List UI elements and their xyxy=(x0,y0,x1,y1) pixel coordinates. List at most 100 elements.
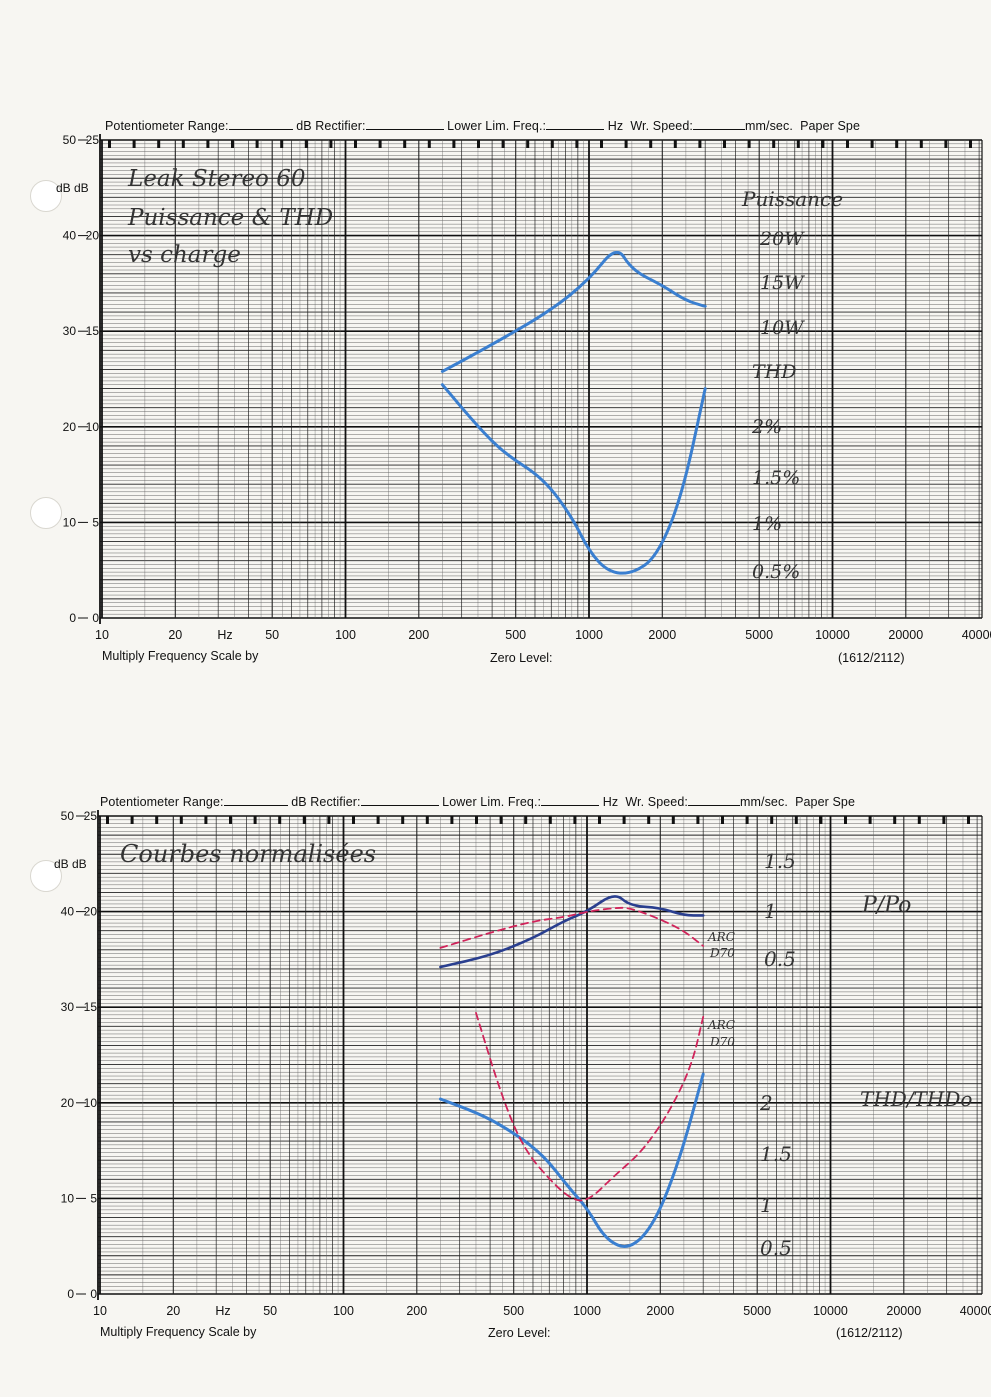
top-tick-mark xyxy=(108,140,111,148)
x-tick-label: 100 xyxy=(335,628,356,642)
x-tick-label: 10000 xyxy=(815,628,850,642)
top-tick-mark xyxy=(548,816,552,824)
x-tick-label: 500 xyxy=(503,1304,524,1318)
series-line-p-po-arc xyxy=(439,906,705,949)
top-tick-mark xyxy=(846,140,849,148)
top-tick-mark xyxy=(942,816,946,824)
annotation-d70: D70 xyxy=(709,946,735,960)
top-tick-mark xyxy=(647,816,651,824)
x-tick-label: 50 xyxy=(265,628,279,642)
x-tick-label: 20 xyxy=(168,628,182,642)
top-tick-mark xyxy=(304,140,308,148)
top-tick-mark xyxy=(229,816,232,824)
header-db: dB xyxy=(296,119,312,133)
y-tick-outer: 0 xyxy=(67,1287,74,1301)
top-tick-mark xyxy=(844,816,847,824)
top-tick-mark xyxy=(179,816,183,824)
top-tick-mark xyxy=(280,140,284,148)
top-tick-mark xyxy=(821,140,825,148)
right-thd-label: 0.5% xyxy=(752,561,800,583)
y-tick-outer: 30 xyxy=(63,324,77,338)
top-tick-mark xyxy=(378,140,382,148)
chart-title-line: Leak Stereo 60 xyxy=(127,166,306,192)
y-tick-outer: 40 xyxy=(63,229,77,243)
punch-hole xyxy=(30,860,62,892)
y-tick-inner: 10 xyxy=(86,420,100,434)
x-tick-label: 20000 xyxy=(886,1304,921,1318)
header-potentiometer: Potentiometer Range: xyxy=(105,119,229,133)
top-tick-mark xyxy=(376,816,380,824)
punch-hole xyxy=(30,180,62,212)
top-tick-mark xyxy=(696,816,700,824)
top-tick-mark xyxy=(354,140,357,148)
top-tick-mark xyxy=(895,140,899,148)
annotation-arc: ARC xyxy=(707,1018,735,1032)
right-thd-label: 1.5 xyxy=(760,1142,792,1166)
series-line-puissance xyxy=(440,250,707,373)
footer-multiply: Multiply Frequency Scale by xyxy=(102,649,259,663)
top-tick-mark xyxy=(671,816,675,824)
y-tick-outer: 10 xyxy=(63,515,77,529)
top-tick-mark xyxy=(624,140,628,148)
header-lower-lim: Lower Lim. Freq.: xyxy=(442,795,542,809)
annotation-arc: ARC xyxy=(707,930,735,944)
x-hz-label: Hz xyxy=(217,628,232,642)
x-tick-label: 100 xyxy=(333,1304,354,1318)
y-tick-outer: 40 xyxy=(61,905,75,919)
top-tick-mark xyxy=(526,140,530,148)
series-line-thd-thdo-arc xyxy=(475,1012,705,1202)
header-paper: Paper Spe xyxy=(795,795,856,809)
y-tick-inner: 5 xyxy=(90,1191,97,1205)
header-paper: Paper Spe xyxy=(800,119,861,133)
right-thd-label: 0.5 xyxy=(760,1236,792,1260)
top-tick-mark xyxy=(772,140,776,148)
y-tick-outer: 30 xyxy=(61,1000,75,1014)
x-tick-label: 2000 xyxy=(646,1304,674,1318)
top-tick-mark xyxy=(573,816,577,824)
top-tick-mark xyxy=(425,816,429,824)
right-power-label: 1.5 xyxy=(764,849,796,873)
db-axis-label: dB dB xyxy=(56,181,89,195)
top-tick-mark xyxy=(745,816,749,824)
right-power-label: 20W xyxy=(759,228,805,250)
y-tick-inner: 20 xyxy=(86,229,100,243)
top-tick-mark xyxy=(796,140,800,148)
top-tick-mark xyxy=(253,816,257,824)
right-thd-label: 1 xyxy=(760,1193,773,1217)
annotation-d70: D70 xyxy=(709,1035,735,1049)
header-rectifier: Rectifier: xyxy=(310,795,361,809)
chart-title-line: vs charge xyxy=(128,242,241,268)
header-potentiometer: Potentiometer Range: xyxy=(100,795,224,809)
top-tick-mark xyxy=(598,816,601,824)
top-tick-mark xyxy=(819,816,823,824)
top-tick-mark xyxy=(967,816,970,824)
y-tick-outer: 10 xyxy=(61,1191,75,1205)
top-tick-mark xyxy=(794,816,798,824)
top-tick-mark xyxy=(327,816,331,824)
y-tick-inner: 15 xyxy=(84,1000,98,1014)
x-tick-label: 50 xyxy=(263,1304,277,1318)
x-tick-label: 10 xyxy=(93,1304,107,1318)
x-tick-label: 1000 xyxy=(573,1304,601,1318)
header-hz: Hz xyxy=(607,119,624,133)
top-tick-mark xyxy=(698,140,702,148)
top-tick-mark xyxy=(302,816,306,824)
top-tick-mark xyxy=(329,140,333,148)
y-tick-outer: 0 xyxy=(69,611,76,625)
top-tick-mark xyxy=(206,140,210,148)
top-tick-mark xyxy=(721,816,724,824)
right-thd-label: 1% xyxy=(752,513,782,535)
top-tick-mark xyxy=(550,140,554,148)
footer-zero-level: Zero Level: xyxy=(490,651,553,665)
right-power-label: 1 xyxy=(764,899,777,923)
top-tick-mark xyxy=(477,140,480,148)
series-line-thd-thdo xyxy=(438,1072,705,1248)
header-mm-sec: mm/sec. xyxy=(744,119,793,133)
top-tick-mark xyxy=(649,140,653,148)
top-tick-mark xyxy=(255,140,259,148)
header-rectifier: Rectifier: xyxy=(315,119,366,133)
right-thd-label: 2 xyxy=(759,1091,773,1115)
series-line-thd xyxy=(440,383,707,575)
